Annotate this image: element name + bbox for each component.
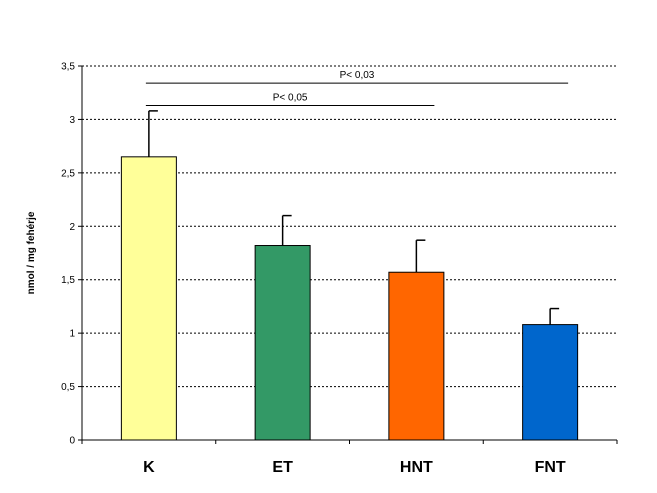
y-tick-label: 2,5 bbox=[61, 168, 75, 179]
x-category-labels: K ET HNT FNT bbox=[143, 459, 566, 476]
category-label: ET bbox=[272, 459, 293, 476]
bars bbox=[120, 156, 579, 441]
bar-fnt bbox=[522, 324, 579, 441]
error-bars bbox=[148, 110, 560, 325]
y-tick-labels: 0 0,5 1 1,5 2 2,5 3 3,5 bbox=[61, 62, 75, 447]
y-tick-label: 0,5 bbox=[61, 382, 75, 393]
y-tick-label: 1 bbox=[69, 329, 75, 340]
y-tick-label: 0 bbox=[69, 436, 75, 447]
significance-annotations: P< 0,05 P< 0,03 bbox=[145, 70, 569, 107]
y-tick-label: 1,5 bbox=[61, 275, 75, 286]
bar-hnt bbox=[388, 271, 445, 441]
bar-et bbox=[254, 245, 311, 441]
category-label: K bbox=[143, 459, 155, 476]
category-label: FNT bbox=[535, 459, 566, 476]
y-tick-label: 2 bbox=[69, 222, 75, 233]
significance-label: P< 0,03 bbox=[340, 70, 375, 81]
y-axis-label: nmol / mg fehérje bbox=[26, 211, 37, 294]
category-label: HNT bbox=[400, 459, 433, 476]
bar-k bbox=[120, 156, 177, 441]
y-tick-label: 3,5 bbox=[61, 62, 75, 73]
significance-label: P< 0,05 bbox=[273, 93, 308, 104]
y-tick-label: 3 bbox=[69, 115, 75, 126]
axes bbox=[78, 65, 618, 444]
